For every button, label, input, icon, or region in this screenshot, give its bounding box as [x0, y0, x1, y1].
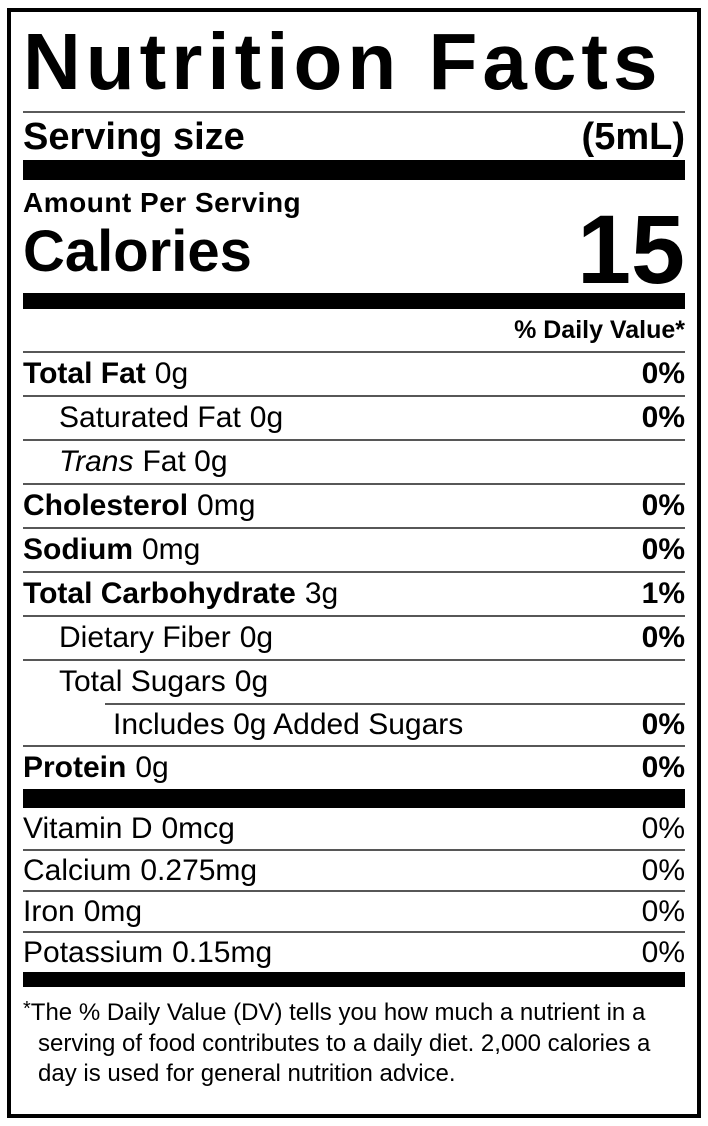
nutrient-name: Protein: [23, 751, 127, 784]
nutrient-row-total-fat: Total Fat 0g 0%: [23, 351, 685, 395]
nutrient-row-cholesterol: Cholesterol 0mg 0%: [23, 483, 685, 527]
nutrient-dv: 0%: [641, 357, 685, 390]
nutrient-name: Total Fat: [23, 357, 146, 390]
section-separator-bar: [23, 972, 685, 987]
nutrient-amount: 0mg: [142, 533, 201, 566]
nutrient-dv: 0%: [641, 401, 685, 434]
nutrient-dv: 0%: [641, 708, 685, 741]
nutrient-dv: 0%: [641, 935, 685, 969]
serving-size-label: Serving size: [23, 115, 245, 158]
nutrient-name: Potassium: [23, 935, 164, 969]
nutrition-facts-label: Nutrition Facts Serving size (5mL) Amoun…: [7, 8, 701, 1118]
nutrient-amount: Fat 0g: [142, 445, 228, 478]
nutrient-amount: 0mcg: [161, 811, 235, 845]
footnote-text: The % Daily Value (DV) tells you how muc…: [30, 999, 651, 1088]
micronutrient-row-vitamin-d: Vitamin D 0mcg 0%: [23, 808, 685, 849]
nutrient-amount: 0.15mg: [172, 935, 273, 969]
nutrient-dv: 0%: [641, 533, 685, 566]
nutrient-name: Sodium: [23, 533, 133, 566]
nutrient-dv: 0%: [641, 894, 685, 928]
nutrient-name: Calcium: [23, 853, 132, 887]
daily-value-header: % Daily Value*: [514, 315, 685, 344]
nutrient-row-total-carbohydrate: Total Carbohydrate 3g 1%: [23, 571, 685, 615]
nutrient-name: Dietary Fiber: [59, 621, 231, 654]
calories-section: Amount Per Serving Calories 15: [23, 180, 685, 305]
nutrient-amount: 0g: [239, 621, 274, 654]
nutrient-amount: 0g: [154, 357, 189, 390]
amount-per-serving-label: Amount Per Serving: [23, 187, 302, 218]
nutrient-amount: 0.275mg: [140, 853, 258, 887]
nutrient-name: Includes 0g Added Sugars: [113, 708, 464, 741]
nutrient-dv: 0%: [641, 489, 685, 522]
nutrient-row-saturated-fat: Saturated Fat 0g 0%: [23, 395, 685, 439]
nutrient-row-added-sugars: Includes 0g Added Sugars 0%: [105, 703, 685, 745]
nutrient-name: Cholesterol: [23, 489, 189, 522]
section-separator-bar: [23, 160, 685, 180]
nutrient-name: Total Carbohydrate: [23, 577, 296, 610]
footnote: *The % Daily Value (DV) tells you how mu…: [23, 987, 685, 1114]
nutrient-amount: 0mg: [197, 489, 256, 522]
nutrient-row-sodium: Sodium 0mg 0%: [23, 527, 685, 571]
nutrient-amount: 0g: [234, 665, 269, 698]
serving-size-row: Serving size (5mL): [23, 113, 685, 160]
calories-value: 15: [577, 195, 685, 305]
calories-label: Calories: [23, 218, 252, 284]
nutrient-amount: 0g: [249, 401, 284, 434]
nutrient-name: Total Sugars: [59, 665, 226, 698]
section-separator-bar: [23, 293, 685, 309]
micronutrient-row-calcium: Calcium 0.275mg 0%: [23, 849, 685, 890]
footnote-asterisk: *: [23, 998, 31, 1020]
nutrient-dv: 0%: [641, 621, 685, 654]
micronutrient-row-iron: Iron 0mg 0%: [23, 890, 685, 931]
nutrient-row-total-sugars: Total Sugars 0g: [23, 659, 685, 703]
nutrient-name: Trans: [59, 445, 134, 478]
nutrient-row-trans-fat: Trans Fat 0g: [23, 439, 685, 483]
nutrient-dv: 0%: [641, 751, 685, 784]
nutrient-row-dietary-fiber: Dietary Fiber 0g 0%: [23, 615, 685, 659]
nutrient-dv: 1%: [641, 577, 685, 610]
nutrient-name: Saturated Fat: [59, 401, 241, 434]
nutrient-dv: 0%: [641, 811, 685, 845]
nutrient-name: Iron: [23, 894, 75, 928]
nutrient-amount: 0mg: [83, 894, 143, 928]
nutrient-amount: 0g: [135, 751, 169, 784]
label-title: Nutrition Facts: [23, 12, 685, 113]
micronutrient-row-potassium: Potassium 0.15mg 0%: [23, 931, 685, 972]
nutrient-dv: 0%: [641, 853, 685, 887]
nutrient-row-protein: Protein 0g 0%: [23, 745, 685, 789]
section-separator-bar: [23, 789, 685, 808]
serving-size-value: (5mL): [581, 115, 685, 158]
nutrient-name: Vitamin D: [23, 811, 153, 845]
nutrient-amount: 3g: [304, 577, 339, 610]
